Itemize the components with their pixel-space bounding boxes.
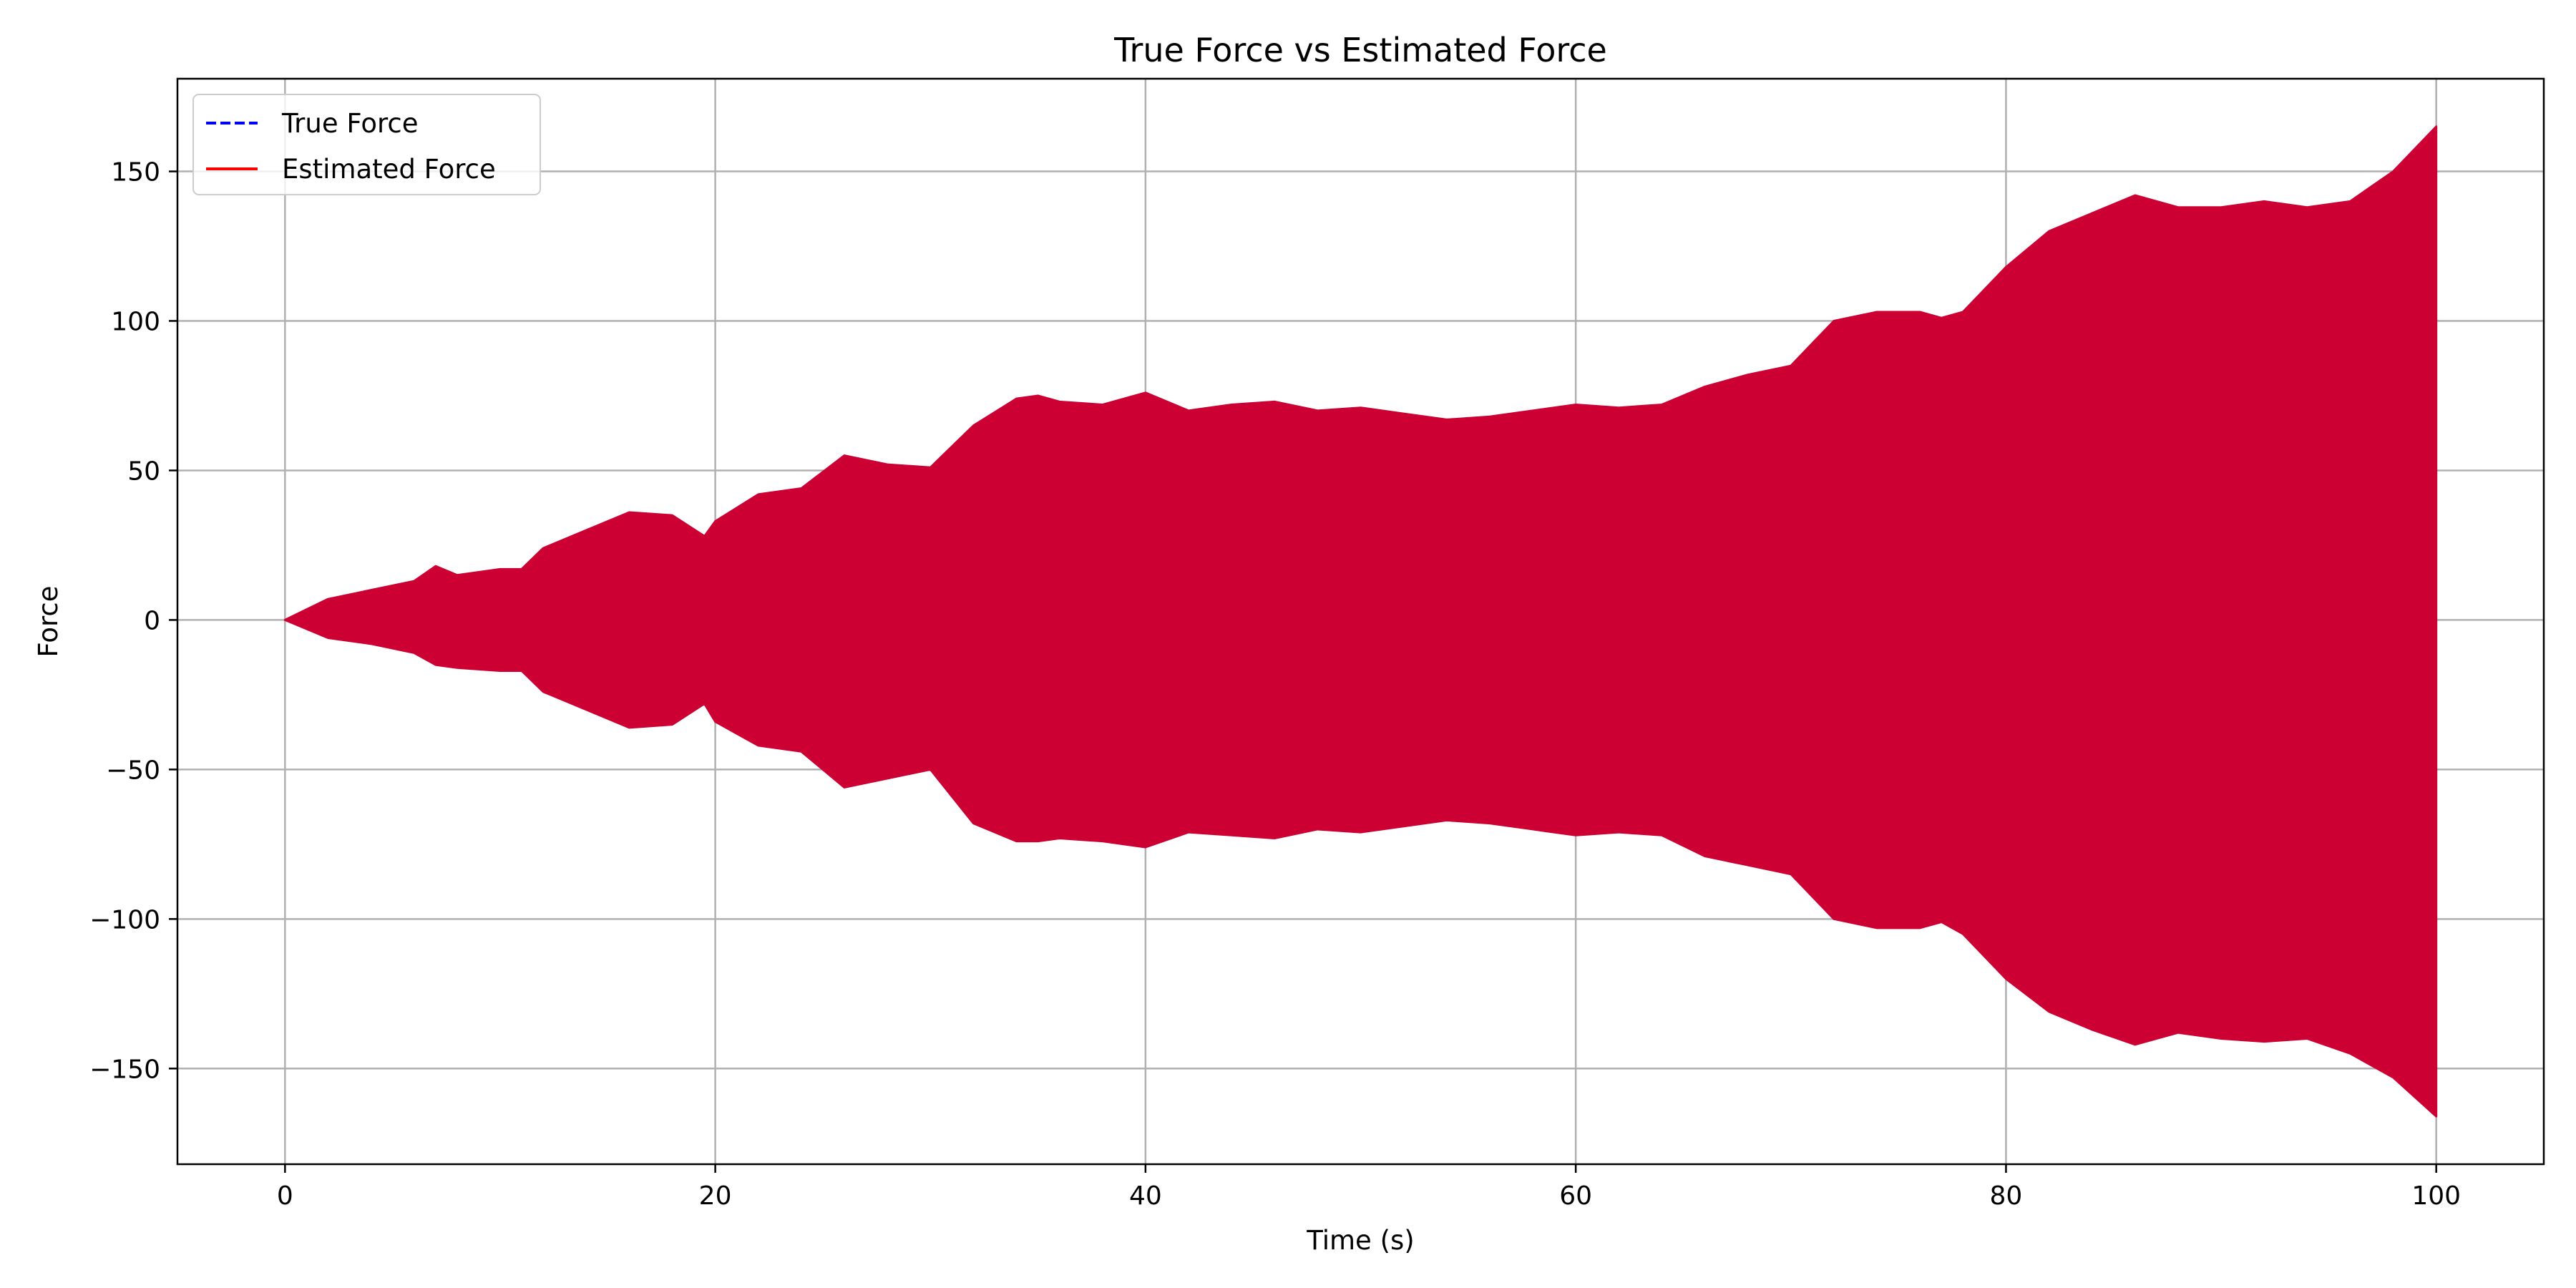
- legend-box: [192, 94, 541, 195]
- chart-title: True Force vs Estimated Force: [1113, 31, 1607, 69]
- y-tick-label: −50: [106, 756, 160, 785]
- y-tick-label: 100: [111, 308, 160, 337]
- y-tick-label: 0: [144, 606, 160, 635]
- legend: True Force Estimated Force: [192, 94, 541, 195]
- x-tick-label: 20: [699, 1181, 732, 1211]
- x-tick-label: 0: [277, 1181, 293, 1211]
- y-tick-label: −100: [89, 905, 160, 935]
- x-tick-label: 80: [1990, 1181, 2023, 1211]
- y-axis-label: Force: [33, 585, 64, 657]
- legend-label-true-force: True Force: [281, 108, 418, 139]
- x-tick-label: 40: [1129, 1181, 1162, 1211]
- x-tick-label: 100: [2411, 1181, 2461, 1211]
- force-signal-envelope: [283, 125, 2438, 1118]
- x-tick-label: 60: [1559, 1181, 1592, 1211]
- legend-label-estimated-force: Estimated Force: [282, 154, 496, 185]
- y-tick-label: 50: [127, 457, 160, 486]
- x-axis-label: Time (s): [1306, 1225, 1414, 1256]
- plot-area: [283, 125, 2438, 1118]
- axes-frame: [176, 77, 2545, 1166]
- y-tick-label: 150: [111, 158, 160, 187]
- x-axis-ticks: 0 20 40 60 80 100: [277, 1164, 2461, 1211]
- y-tick-label: −150: [89, 1055, 160, 1084]
- y-axis-ticks: −150 −100 −50 0 50 100 150: [89, 158, 177, 1084]
